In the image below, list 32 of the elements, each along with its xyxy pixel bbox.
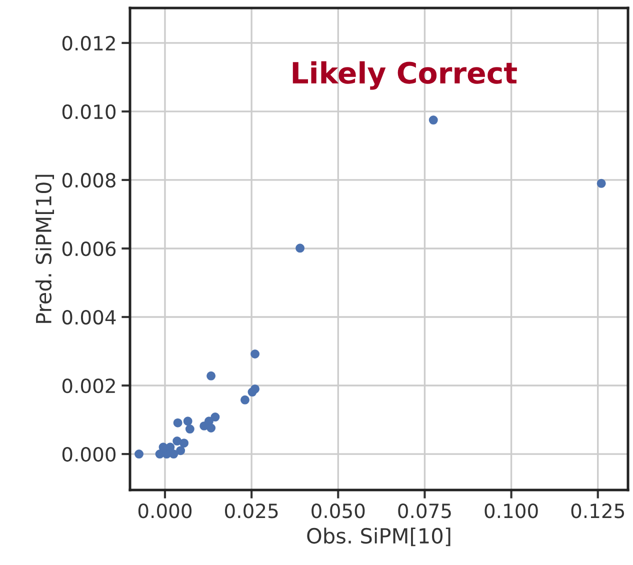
point [428,116,438,125]
point [206,423,216,432]
y-tick-label: 0.002 [62,378,115,394]
y-tick-label: 0.006 [62,241,116,256]
point [172,436,182,446]
y-tick-label: 0.004 [62,310,116,325]
x-axis-title: Obs. SiPM[10] [307,528,450,546]
point [240,395,250,404]
y-axis-title: Pred. SiPM[10] [35,174,54,323]
point [248,388,257,397]
point [185,424,194,434]
point [176,446,186,456]
point [296,244,305,253]
x-tick-label: 0.075 [398,504,451,518]
y-tick-label: 0.000 [62,446,116,462]
point [210,412,220,422]
point [134,450,144,459]
point [166,442,175,452]
x-tick-label: 0.025 [225,504,278,518]
x-tick-label: 0.000 [138,504,192,518]
y-tick-label: 0.012 [62,36,115,51]
point [596,178,606,188]
annotation: Likely Correct [292,61,517,90]
x-tick-label: 0.100 [484,504,538,518]
point [250,350,260,358]
y-tick-label: 0.010 [62,104,116,120]
x-tick-label: 0.125 [571,504,624,518]
point [206,371,216,380]
point [183,416,192,426]
x-tick-label: 0.050 [312,504,365,518]
point [173,418,182,428]
y-tick-label: 0.008 [62,172,116,188]
